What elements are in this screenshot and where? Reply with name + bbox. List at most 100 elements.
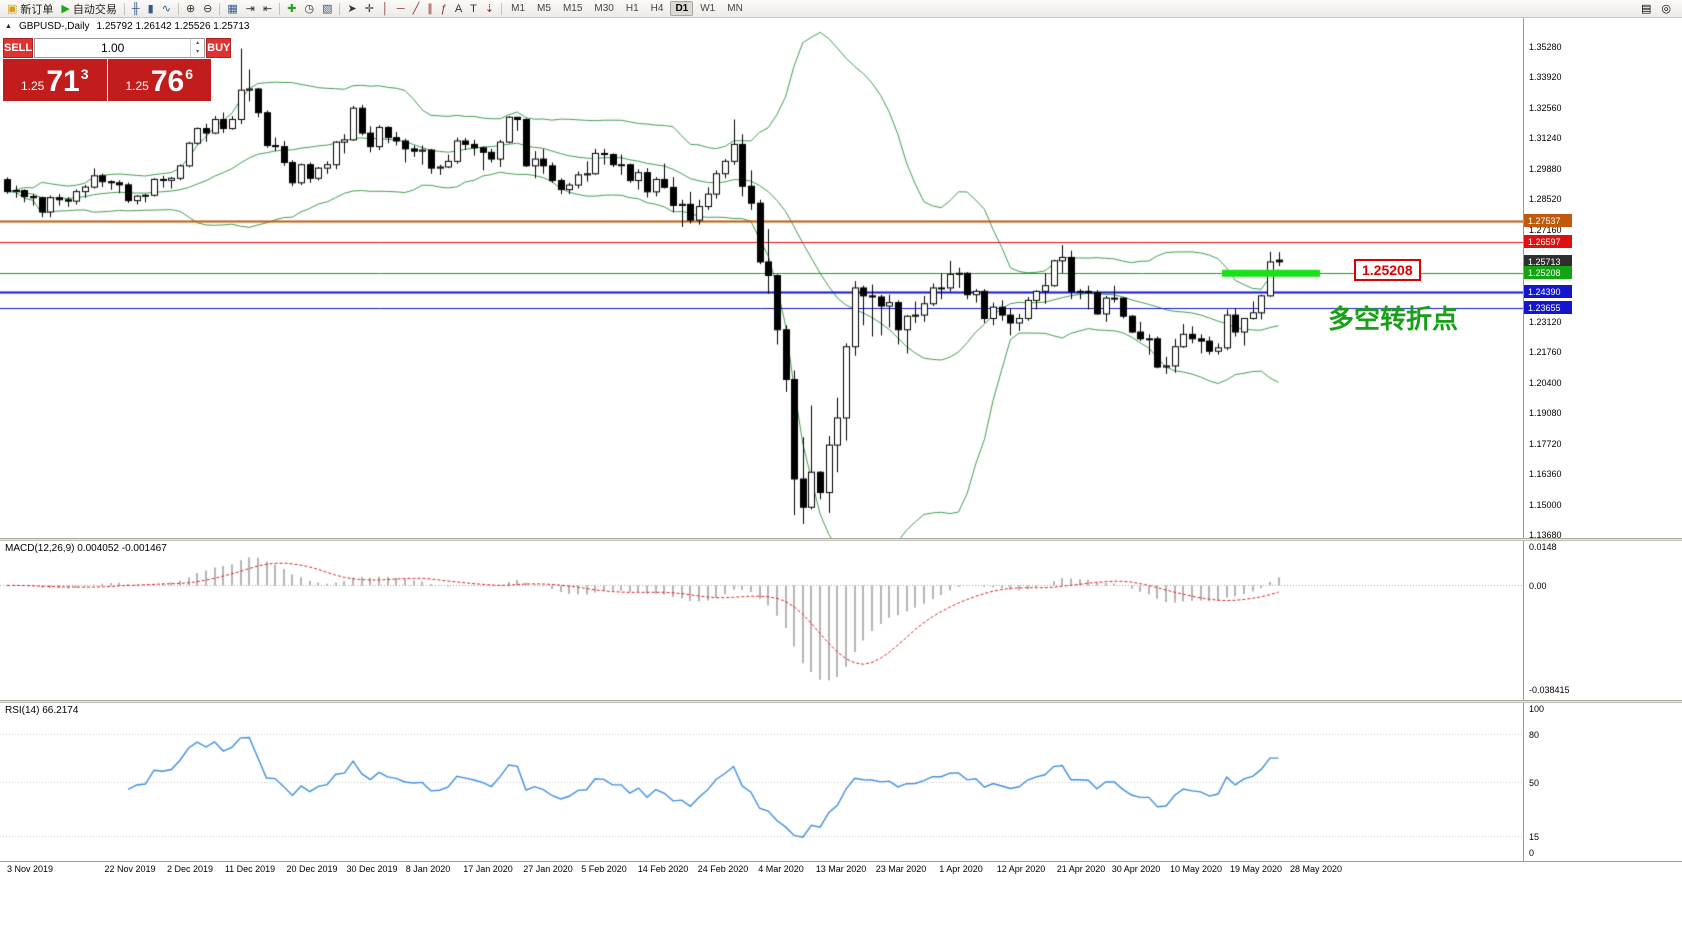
time-axis-label: 2 Dec 2019 <box>166 864 214 874</box>
sell-price-pip: 3 <box>80 66 89 82</box>
time-axis-label: 23 Mar 2020 <box>875 864 927 874</box>
price-axis-label: 1.19080 <box>1529 407 1562 418</box>
timeframe-m30-button[interactable]: M30 <box>594 3 614 14</box>
candlestick-chart-icon: ▮ <box>147 2 154 15</box>
price-chart-canvas[interactable] <box>0 18 1523 538</box>
bar-chart-button[interactable]: ╫ <box>128 1 144 17</box>
rsi-axis-label: 0 <box>1529 848 1535 858</box>
one-click-toggle-icon[interactable]: ▲ <box>5 23 12 30</box>
time-axis-label: 28 May 2020 <box>1289 864 1343 874</box>
price-axis-label: 1.28520 <box>1529 194 1562 205</box>
price-axis-label: 1.35280 <box>1529 41 1562 52</box>
toolbar-separator <box>219 2 221 15</box>
time-axis-label: 21 Apr 2020 <box>1056 864 1106 874</box>
horizontal-line-button[interactable]: ─ <box>393 1 409 17</box>
rsi-axis-label: 15 <box>1529 832 1540 843</box>
sell-price-display[interactable]: 1.25 71 3 <box>3 59 107 101</box>
cursor-button[interactable]: ➤ <box>343 1 360 17</box>
toolbar-right-icons: ▤ ◎ <box>1641 1 1679 17</box>
macd-axis-label: 0.0148 <box>1529 542 1557 552</box>
rsi-axis-label: 100 <box>1529 704 1545 714</box>
sell-button[interactable]: SELL <box>3 38 34 58</box>
auto-trading-button[interactable]: ▶ 自动交易 <box>57 1 120 17</box>
buy-price-pip: 6 <box>185 66 194 82</box>
zoom-out-button[interactable]: ⊖ <box>199 1 216 17</box>
buy-button[interactable]: BUY <box>206 38 232 58</box>
symbol-period-label: GBPUSD-,Daily <box>18 21 90 32</box>
zoom-in-icon: ⊕ <box>185 2 196 15</box>
chart-shift-button[interactable]: ⇤ <box>259 1 276 17</box>
zoom-out-icon: ⊖ <box>203 2 213 15</box>
time-axis-label: 19 May 2020 <box>1229 864 1283 874</box>
rsi-indicator-canvas[interactable] <box>0 703 1523 860</box>
text-button[interactable]: A <box>451 1 466 17</box>
timeframe-mn-button[interactable]: MN <box>727 3 743 14</box>
auto-scroll-icon: ⇥ <box>245 2 256 15</box>
timeframe-m1-button[interactable]: M1 <box>511 3 526 14</box>
time-axis-label: 11 Dec 2019 <box>224 864 276 874</box>
auto-trading-button-label: 自动交易 <box>72 3 117 16</box>
fibonacci-button[interactable]: ƒ <box>437 1 451 17</box>
channel-button[interactable]: ∥ <box>423 1 437 17</box>
time-axis-label: 1 Apr 2020 <box>939 864 983 874</box>
price-axis-tag: 1.26597 <box>1524 234 1572 248</box>
volume-spinner: ▴ ▾ <box>190 39 204 57</box>
rsi-axis[interactable] <box>1523 703 1682 860</box>
candlestick-chart-button[interactable]: ▮ <box>144 1 158 17</box>
time-axis-label: 13 Mar 2020 <box>815 864 867 874</box>
indicators-button[interactable]: ✚ <box>283 1 300 17</box>
macd-indicator-canvas[interactable] <box>0 541 1523 700</box>
buy-price-display[interactable]: 1.25 76 6 <box>107 59 211 101</box>
annotation-text[interactable]: 多空转折点 <box>1328 304 1459 334</box>
toolbar-separator <box>501 2 503 15</box>
cursor-icon: ➤ <box>347 2 357 15</box>
sell-price-major: 1.25 <box>20 79 45 93</box>
timeframe-h4-button[interactable]: H4 <box>650 3 664 14</box>
time-axis-label: 3 Nov 2019 <box>6 864 54 874</box>
macd-axis[interactable] <box>1523 541 1682 700</box>
price-callout[interactable]: 1.25208 <box>1354 259 1421 281</box>
arrows-button[interactable]: ⇣ <box>481 1 498 17</box>
tile-windows-button[interactable]: ▦ <box>223 1 241 17</box>
zoom-in-button[interactable]: ⊕ <box>182 1 199 17</box>
price-axis-label: 1.27160 <box>1529 225 1562 236</box>
price-axis-label: 1.16360 <box>1529 469 1562 480</box>
auto-scroll-button[interactable]: ⇥ <box>242 1 259 17</box>
toolbar-separator <box>177 2 179 15</box>
rsi-label: RSI(14) 66.2174 <box>5 705 79 716</box>
indicators-icon: ✚ <box>287 2 297 15</box>
time-axis[interactable] <box>0 861 1682 880</box>
price-axis-tag: 1.23655 <box>1524 301 1572 315</box>
trendline-button[interactable]: ╱ <box>409 1 424 17</box>
time-axis-label: 27 Jan 2020 <box>523 864 573 874</box>
price-axis-label: 1.32560 <box>1529 103 1562 114</box>
time-axis-label: 30 Dec 2019 <box>346 864 398 874</box>
timeframe-h1-button[interactable]: H1 <box>625 3 639 14</box>
price-axis-label: 1.21760 <box>1529 347 1562 358</box>
crosshair-button[interactable]: ✛ <box>361 1 378 17</box>
label-button[interactable]: T <box>466 1 481 17</box>
new-order-button[interactable]: ▣ 新订单 <box>3 1 57 17</box>
volume-input[interactable] <box>35 39 191 57</box>
timeframe-m5-button[interactable]: M5 <box>537 3 551 14</box>
timeframe-w1-button[interactable]: W1 <box>700 3 716 14</box>
volume-down-button[interactable]: ▾ <box>196 49 200 55</box>
price-axis-label: 1.17720 <box>1529 438 1562 449</box>
macd-label: MACD(12,26,9) 0.004052 -0.001467 <box>5 543 167 554</box>
timeframe-d1-button[interactable]: D1 <box>670 1 694 16</box>
time-axis-label: 10 May 2020 <box>1169 864 1223 874</box>
periods-button[interactable]: ◷ <box>300 1 318 17</box>
vertical-line-button[interactable]: │ <box>378 1 393 17</box>
chart-info-line: ▲ GBPUSD-,Daily 1.25792 1.26142 1.25526 … <box>5 21 249 32</box>
toolbar-separator <box>339 2 341 15</box>
line-chart-button[interactable]: ∿ <box>158 1 175 17</box>
ohlc-values: 1.25792 1.26142 1.25526 1.25713 <box>96 21 250 32</box>
volume-up-button[interactable]: ▴ <box>196 40 200 46</box>
price-axis-tag: 1.27537 <box>1524 213 1572 227</box>
timeframe-m15-button[interactable]: M15 <box>562 3 583 14</box>
new-window-icon[interactable]: ▤ <box>1640 2 1652 15</box>
rsi-panel-separator[interactable] <box>0 700 1682 703</box>
macd-panel-separator[interactable] <box>0 538 1682 541</box>
search-icon[interactable]: ◎ <box>1661 2 1671 15</box>
templates-button[interactable]: ▧ <box>318 1 336 17</box>
